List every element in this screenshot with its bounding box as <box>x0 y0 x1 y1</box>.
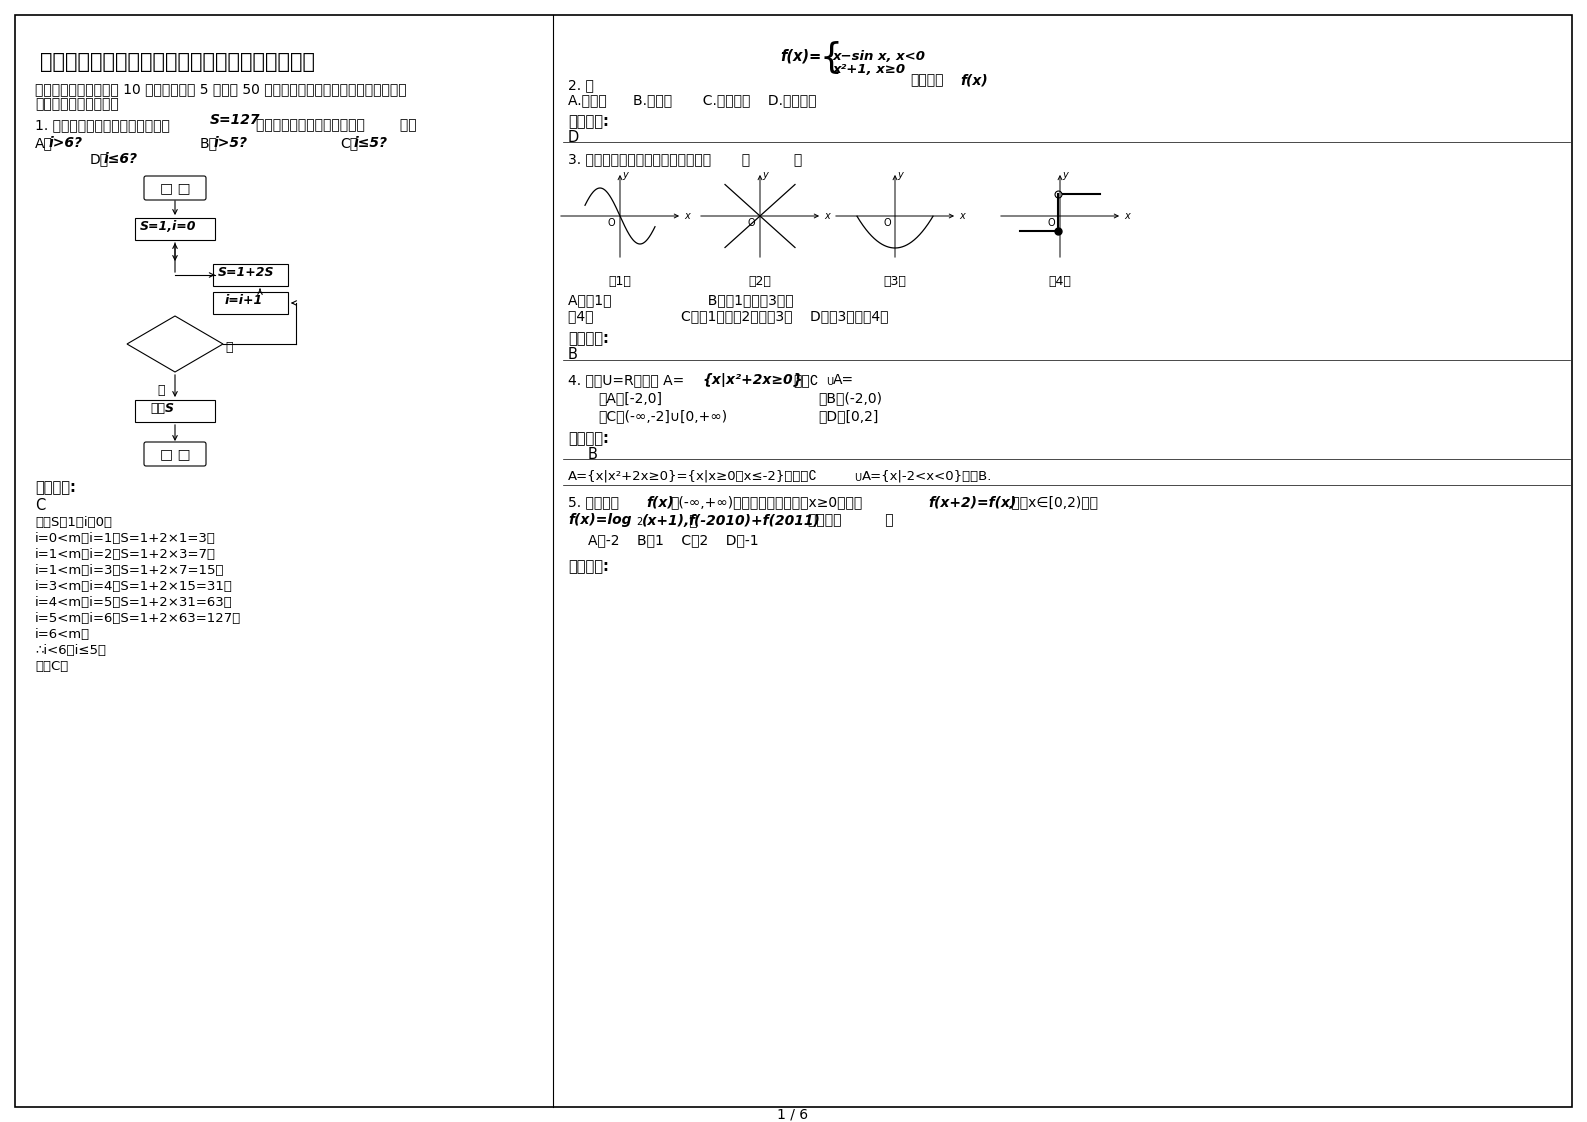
Text: O: O <box>882 218 890 228</box>
Text: （A）[-2,0]: （A）[-2,0] <box>598 390 662 405</box>
Text: ，则判断框内填入的条件是（        ）．: ，则判断框内填入的条件是（ ）． <box>256 118 417 132</box>
Text: y: y <box>897 171 903 180</box>
Text: 参考答案:: 参考答案: <box>568 559 609 574</box>
Text: i≤6?: i≤6? <box>105 151 138 166</box>
Bar <box>135 401 214 422</box>
Text: 参考答案:: 参考答案: <box>568 431 609 447</box>
Text: (x+1),则: (x+1),则 <box>643 513 698 527</box>
Text: U: U <box>854 473 862 482</box>
Text: ，则∁: ，则∁ <box>794 373 819 387</box>
Text: {x|x²+2x≥0}: {x|x²+2x≥0} <box>703 373 803 387</box>
Text: U: U <box>825 377 833 387</box>
Text: i=i+1: i=i+1 <box>225 294 263 307</box>
Text: C: C <box>35 498 46 513</box>
Text: x: x <box>959 211 965 221</box>
Text: 4. 全集U=R，集合 A=: 4. 全集U=R，集合 A= <box>568 373 684 387</box>
Text: i>6?: i>6? <box>49 136 83 150</box>
Text: 陕西省榆林市水鸣中学高三数学文期末试卷含解析: 陕西省榆林市水鸣中学高三数学文期末试卷含解析 <box>40 52 314 72</box>
Text: 2: 2 <box>636 517 643 527</box>
Text: y: y <box>1062 171 1068 180</box>
Text: f(-2010)+f(2011): f(-2010)+f(2011) <box>689 513 820 527</box>
Text: （2）: （2） <box>747 275 771 288</box>
Text: □ □: □ □ <box>160 181 190 195</box>
Text: i=3<m，i=4，S=1+2×15=31，: i=3<m，i=4，S=1+2×15=31， <box>35 580 233 594</box>
Text: （4）                    C．（1）、（2）、（3）    D．（3）、（4）: （4） C．（1）、（2）、（3） D．（3）、（4） <box>568 309 889 323</box>
Text: f(x)=log: f(x)=log <box>568 513 632 527</box>
Text: （C）(-∞,-2]∪[0,+∞): （C）(-∞,-2]∪[0,+∞) <box>598 410 727 423</box>
Text: x−sin x, x<0: x−sin x, x<0 <box>833 50 925 63</box>
Text: A．-2    B．1    C．2    D．-1: A．-2 B．1 C．2 D．-1 <box>589 533 759 548</box>
Text: B: B <box>568 347 578 362</box>
Text: A．: A． <box>35 136 52 150</box>
Text: x: x <box>684 211 690 221</box>
Text: 2. 设: 2. 设 <box>568 79 594 92</box>
Text: 是: 是 <box>225 340 233 353</box>
Text: （4）: （4） <box>1047 275 1071 288</box>
Text: A．（1）                      B．（1）、（3）、: A．（1） B．（1）、（3）、 <box>568 293 794 307</box>
Text: （B）(-2,0): （B）(-2,0) <box>817 390 882 405</box>
Text: □ □: □ □ <box>160 447 190 461</box>
Text: O: O <box>747 218 755 228</box>
FancyBboxPatch shape <box>144 442 206 466</box>
Text: O: O <box>1047 218 1055 228</box>
Text: i=6<m，: i=6<m， <box>35 628 90 641</box>
Text: 1 / 6: 1 / 6 <box>778 1109 808 1122</box>
Bar <box>213 292 287 314</box>
Text: f(x+2)=f(x): f(x+2)=f(x) <box>928 495 1016 509</box>
Text: A=: A= <box>833 373 854 387</box>
Text: 参考答案:: 参考答案: <box>568 331 609 346</box>
Text: B: B <box>589 447 598 462</box>
Text: i=0<m，i=1，S=1+2×1=3，: i=0<m，i=1，S=1+2×1=3， <box>35 532 216 545</box>
Text: x²+1, x≥0: x²+1, x≥0 <box>833 63 906 76</box>
Text: f(x): f(x) <box>646 495 674 509</box>
Text: 参考答案:: 参考答案: <box>35 480 76 495</box>
Text: i=1<m，i=3，S=1+2×7=15，: i=1<m，i=3，S=1+2×7=15， <box>35 564 224 577</box>
Text: i=1<m，i=2，S=1+2×3=7，: i=1<m，i=2，S=1+2×3=7， <box>35 548 216 561</box>
Text: 故选C．: 故选C． <box>35 660 68 673</box>
Text: 的值为（          ）: 的值为（ ） <box>808 513 893 527</box>
Text: i≤5?: i≤5? <box>354 136 387 150</box>
Text: 1. 如图所示的程序框图，若输出的: 1. 如图所示的程序框图，若输出的 <box>35 118 170 132</box>
Text: 一、选择题：本大题共 10 小题，每小题 5 分，共 50 分。在每小题给出的四个选项中，只有: 一、选择题：本大题共 10 小题，每小题 5 分，共 50 分。在每小题给出的四… <box>35 82 406 96</box>
Text: S=127: S=127 <box>209 113 260 127</box>
Text: y: y <box>622 171 628 180</box>
Text: O: O <box>608 218 616 228</box>
Text: S=1+2S: S=1+2S <box>217 266 275 279</box>
Text: 5. 已知函数: 5. 已知函数 <box>568 495 619 509</box>
Text: A={x|-2<x<0}，选B.: A={x|-2<x<0}，选B. <box>862 469 992 482</box>
Text: i=5<m，i=6，S=1+2×63=127，: i=5<m，i=6，S=1+2×63=127， <box>35 611 241 625</box>
Text: ，则函数: ，则函数 <box>909 73 944 88</box>
Bar <box>135 218 214 240</box>
Text: x: x <box>824 211 830 221</box>
Text: D．: D． <box>90 151 110 166</box>
Text: f(x): f(x) <box>960 73 987 88</box>
Text: x: x <box>1124 211 1130 221</box>
Text: A={x|x²+2x≥0}={x|x≥0或x≤-2}，所以∁: A={x|x²+2x≥0}={x|x≥0或x≤-2}，所以∁ <box>568 469 817 482</box>
Text: 解：S＝1，i＝0．: 解：S＝1，i＝0． <box>35 516 113 528</box>
Text: （3）: （3） <box>882 275 906 288</box>
Text: C．: C． <box>340 136 359 150</box>
Text: ,且当x∈[0,2)时，: ,且当x∈[0,2)时， <box>1008 495 1100 509</box>
Text: 参考答案:: 参考答案: <box>568 114 609 129</box>
Text: B．: B． <box>200 136 217 150</box>
Text: 3. 下列四个图像中，是函数图像的是       （          ）: 3. 下列四个图像中，是函数图像的是 （ ） <box>568 151 803 166</box>
Text: 是(-∞,+∞)上的偶函数，若对于x≥0，都有: 是(-∞,+∞)上的偶函数，若对于x≥0，都有 <box>670 495 862 509</box>
FancyBboxPatch shape <box>144 176 206 200</box>
Text: f(x)=: f(x)= <box>779 48 820 63</box>
Text: {: { <box>820 42 843 75</box>
Bar <box>213 264 287 286</box>
Text: S=1,i=0: S=1,i=0 <box>140 220 197 233</box>
Text: 否: 否 <box>157 384 165 397</box>
Text: A.有极值      B.有零点       C.是奇函数    D.是增函数: A.有极值 B.有零点 C.是奇函数 D.是增函数 <box>568 93 816 107</box>
Text: i>5?: i>5? <box>214 136 248 150</box>
Text: i=4<m，i=5，S=1+2×31=63，: i=4<m，i=5，S=1+2×31=63， <box>35 596 233 609</box>
Text: ∴i<6或i≤5．: ∴i<6或i≤5． <box>35 644 106 657</box>
Text: D: D <box>568 130 579 145</box>
Polygon shape <box>127 316 224 373</box>
Text: 是一个符合题目要求的: 是一个符合题目要求的 <box>35 96 119 111</box>
Text: 输出S: 输出S <box>151 402 175 415</box>
Text: （1）: （1） <box>608 275 632 288</box>
Text: （D）[0,2]: （D）[0,2] <box>817 410 878 423</box>
Text: y: y <box>762 171 768 180</box>
